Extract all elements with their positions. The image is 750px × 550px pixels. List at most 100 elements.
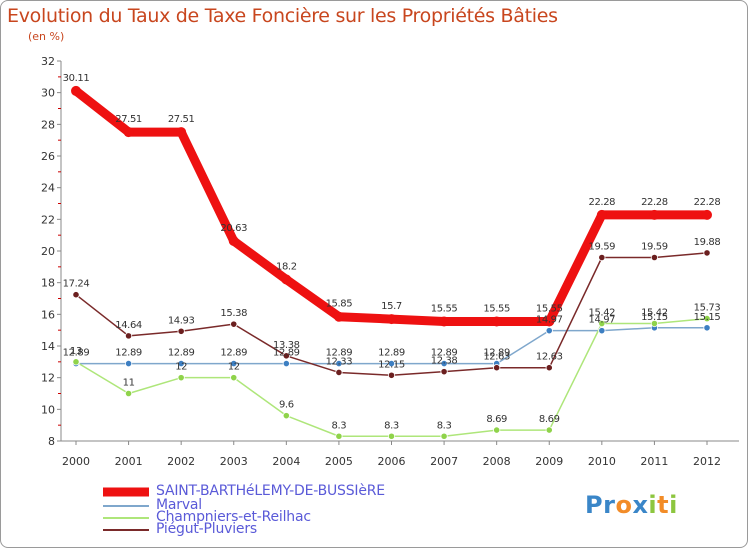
data-label: 12.38 xyxy=(431,356,458,367)
series-labels: 30.11 27.51 27.51 20.63 18.2 15.85 15.7 15.55 15… xyxy=(63,73,721,431)
data-point xyxy=(230,374,238,382)
data-label: 27.51 xyxy=(168,114,195,125)
legend-label: Marval xyxy=(156,497,202,513)
data-point xyxy=(124,359,133,368)
y-tick-label: 18 xyxy=(41,277,55,290)
data-point xyxy=(387,432,396,440)
data-label: 27.51 xyxy=(115,114,142,125)
data-label: 15.73 xyxy=(694,303,721,314)
data-label: 13 xyxy=(70,346,82,357)
data-label: 12 xyxy=(228,362,240,373)
data-point xyxy=(123,127,134,138)
data-label: 12.89 xyxy=(115,348,142,359)
data-point xyxy=(230,359,238,368)
data-point xyxy=(72,358,80,366)
y-tick-label: 10 xyxy=(41,403,55,416)
data-label: 12 xyxy=(175,362,187,373)
legend-swatch xyxy=(103,517,149,519)
proxiti-logo: Proxiti xyxy=(585,491,678,519)
data-label: 14.97 xyxy=(536,315,563,326)
x-tick-label: 2004 xyxy=(272,455,300,468)
legend-label: Piégut-Pluviers xyxy=(156,521,257,537)
data-point xyxy=(440,368,448,376)
data-point xyxy=(598,319,606,328)
x-tick-label: 2000 xyxy=(62,455,90,468)
data-label: 12.63 xyxy=(483,352,510,363)
legend-label: SAINT-BARTHéLEMY-DE-BUSSIèRE xyxy=(156,483,385,499)
data-point xyxy=(491,316,502,327)
data-label: 19.59 xyxy=(641,241,668,252)
data-label: 15.85 xyxy=(326,299,353,310)
logo-letter: i xyxy=(648,491,658,519)
legend-swatch xyxy=(103,529,149,531)
data-point xyxy=(282,412,290,420)
data-label: 22.28 xyxy=(589,197,616,208)
x-tick-label: 2012 xyxy=(693,455,721,468)
logo-letter: x xyxy=(632,491,649,519)
data-point xyxy=(176,127,187,138)
data-label: 15.55 xyxy=(431,303,458,314)
data-point xyxy=(282,359,290,368)
unit-label: (en %) xyxy=(28,30,65,43)
y-tick-label: 12 xyxy=(41,372,55,385)
data-point xyxy=(545,327,553,335)
data-label: 12.89 xyxy=(483,348,510,359)
data-label: 15.55 xyxy=(483,303,510,314)
data-point xyxy=(387,359,396,368)
data-point xyxy=(545,426,553,434)
x-tick-label: 2010 xyxy=(588,455,616,468)
data-label: 22.28 xyxy=(641,197,668,208)
data-point xyxy=(386,314,397,325)
data-point xyxy=(281,274,292,285)
data-label: 15.55 xyxy=(536,303,563,314)
data-label: 12.89 xyxy=(168,348,195,359)
logo-letter: t xyxy=(657,491,670,519)
data-label: 18.2 xyxy=(276,262,297,273)
data-point xyxy=(703,324,711,332)
data-point xyxy=(333,311,344,322)
data-label: 15.15 xyxy=(641,312,668,323)
y-tick-label: 20 xyxy=(41,245,55,258)
data-label: 14.97 xyxy=(589,315,616,326)
data-point xyxy=(649,209,660,220)
data-point xyxy=(650,319,659,328)
data-label: 8.3 xyxy=(332,420,347,431)
data-label: 15.38 xyxy=(220,308,247,319)
data-label: 14.93 xyxy=(168,315,195,326)
legend-swatch xyxy=(103,487,149,497)
data-label: 13.38 xyxy=(273,340,300,351)
logo-letter: P xyxy=(585,491,604,519)
data-point xyxy=(177,327,185,335)
data-point xyxy=(177,359,185,368)
data-label: 12.63 xyxy=(536,352,563,363)
axes: 8 10 12 14 16 18 20 22 24 26 28 30 32 2000 2001 2002 200… xyxy=(41,55,739,468)
data-point xyxy=(703,315,711,323)
data-label: 12.15 xyxy=(378,359,405,370)
data-point xyxy=(702,209,712,220)
data-label: 8.69 xyxy=(486,414,507,425)
y-tick-label: 14 xyxy=(41,340,55,353)
y-tick-label: 26 xyxy=(41,150,55,163)
y-tick-label: 16 xyxy=(41,308,55,321)
data-label: 12.89 xyxy=(63,348,90,359)
data-label: 9.6 xyxy=(279,400,294,411)
data-label: 17.24 xyxy=(63,279,90,290)
data-point xyxy=(124,389,133,398)
data-point xyxy=(598,327,606,335)
logo-letter: r xyxy=(603,491,616,519)
x-tick-label: 2009 xyxy=(535,455,563,468)
x-tick-label: 2008 xyxy=(483,455,511,468)
x-tick-label: 2002 xyxy=(167,455,195,468)
data-label: 12.89 xyxy=(273,348,300,359)
data-point xyxy=(440,432,448,440)
x-tick-label: 2005 xyxy=(325,455,353,468)
y-tick-label: 32 xyxy=(41,55,55,68)
data-label: 19.88 xyxy=(694,237,721,248)
data-point xyxy=(493,426,501,434)
data-point xyxy=(335,368,343,377)
series-lines xyxy=(71,86,712,437)
y-tick-label: 30 xyxy=(41,87,55,100)
data-label: 15.42 xyxy=(589,308,616,319)
data-point xyxy=(703,249,711,257)
data-point xyxy=(335,432,343,440)
